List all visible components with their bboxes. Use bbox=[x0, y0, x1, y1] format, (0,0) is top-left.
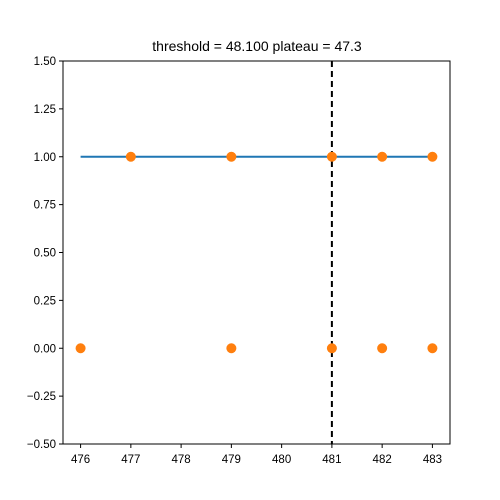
data-point bbox=[326, 151, 337, 162]
x-tick-label: 483 bbox=[423, 454, 442, 466]
x-tick-label: 479 bbox=[222, 454, 241, 466]
data-point bbox=[377, 343, 388, 354]
data-point bbox=[226, 343, 237, 354]
x-tick-label: 481 bbox=[322, 454, 341, 466]
x-tick-label: 482 bbox=[373, 454, 392, 466]
data-point bbox=[226, 151, 237, 162]
y-tick-label: 1.25 bbox=[34, 104, 56, 116]
axes: 476 477 478 479 480 481 482 483 −0.50 −0.25 0.00 0.… bbox=[27, 56, 451, 466]
data-point bbox=[125, 151, 136, 162]
chart-title: threshold = 48.100 plateau = 47.3 bbox=[152, 38, 362, 54]
y-tick-label: −0.25 bbox=[27, 391, 56, 403]
data-point bbox=[326, 343, 337, 354]
y-tick-label: 1.50 bbox=[34, 56, 56, 68]
x-tick-label: 477 bbox=[121, 454, 140, 466]
data-point bbox=[427, 343, 438, 354]
x-tick-label: 478 bbox=[172, 454, 191, 466]
y-tick-label: 0.00 bbox=[34, 343, 56, 355]
data-point bbox=[427, 151, 438, 162]
y-tick-label: 0.50 bbox=[34, 248, 56, 260]
y-tick-label: 1.00 bbox=[34, 152, 56, 164]
y-tick-label: 0.25 bbox=[34, 295, 56, 307]
x-tick-label: 476 bbox=[71, 454, 90, 466]
data-point bbox=[75, 343, 86, 354]
y-tick-label: 0.75 bbox=[34, 200, 56, 212]
plot-area bbox=[75, 61, 438, 444]
y-tick-label: −0.50 bbox=[27, 439, 56, 451]
axes-frame bbox=[62, 60, 451, 445]
data-point bbox=[377, 151, 388, 162]
x-tick-label: 480 bbox=[272, 454, 291, 466]
